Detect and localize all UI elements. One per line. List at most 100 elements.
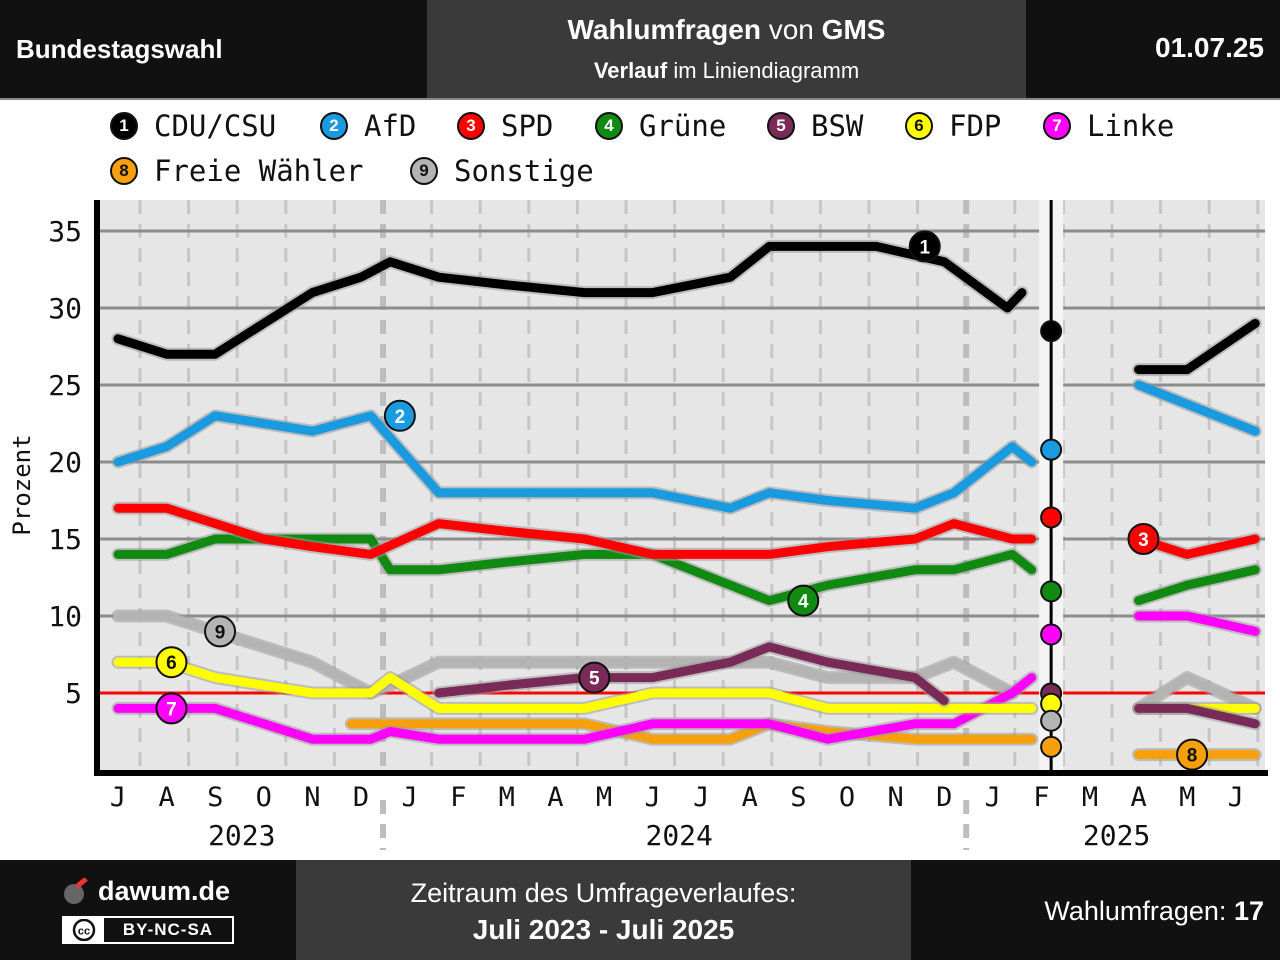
title-bold-1: Wahlumfragen [567, 14, 761, 45]
legend-item-8: 8 Freie Wähler [110, 154, 364, 188]
series-marker-label: 1 [919, 237, 930, 258]
election-result-point-4 [1040, 580, 1063, 603]
x-month-label: A [1130, 782, 1146, 813]
series-line-2 [1134, 380, 1260, 436]
dawum-logo[interactable]: dawum.de [62, 876, 230, 907]
license-badge[interactable]: cc BY-NC-SA [62, 916, 234, 944]
x-month-label: A [547, 782, 563, 813]
series-marker-label: 5 [589, 669, 600, 690]
legend-item-7: 7 Linke [1043, 109, 1174, 143]
legend-label: BSW [811, 109, 864, 143]
series-marker-label: 3 [1138, 530, 1149, 551]
x-month-label: S [207, 782, 223, 813]
series-line-7 [1134, 611, 1260, 636]
x-month-label: F [1033, 782, 1049, 813]
x-year-label: 2025 [1083, 819, 1150, 852]
x-month-label: M [1082, 782, 1098, 813]
legend-number-badge: 2 [320, 112, 348, 140]
poll-count: Wahlumfragen: 17 [1044, 896, 1264, 927]
series-marker-label: 6 [166, 653, 177, 674]
cc-icon-text: cc [78, 926, 90, 938]
cc-icon: cc [64, 918, 104, 942]
license-text: BY-NC-SA [104, 918, 232, 942]
subtitle-rest: im Liniendiagramm [673, 58, 860, 83]
election-result-point-8 [1040, 735, 1063, 758]
x-month-label: J [401, 782, 417, 813]
date-label: 01.07.25 [1155, 32, 1264, 63]
legend-number-badge: 6 [905, 112, 933, 140]
series-line-2 [113, 411, 1037, 513]
y-tick-label: 30 [48, 292, 82, 325]
legend-label: AfD [364, 109, 417, 143]
legend-item-9: 9 Sonstige [410, 154, 594, 188]
series-line-8 [346, 719, 1037, 744]
election-result-point-2 [1040, 438, 1063, 461]
legend-item-3: 3 SPD [457, 109, 553, 143]
legend-label: SPD [501, 109, 554, 143]
legend-number-badge: 8 [110, 157, 138, 185]
series-marker-label: 9 [215, 622, 226, 643]
series-line-5 [434, 642, 949, 706]
series-marker-label: 7 [166, 699, 177, 720]
x-month-label: O [839, 782, 855, 813]
y-tick-label: 10 [48, 600, 82, 633]
poll-count-value: 17 [1233, 896, 1264, 926]
series-marker-label: 2 [395, 407, 406, 428]
x-month-label: O [256, 782, 272, 813]
legend-number-badge: 1 [110, 112, 138, 140]
footer-left: dawum.de cc BY-NC-SA [0, 860, 296, 960]
series-marker-6 [155, 646, 188, 679]
x-month-label: S [790, 782, 806, 813]
logo-text: dawum.de [98, 876, 231, 906]
x-year-label: 2023 [208, 819, 275, 852]
legend-item-4: 4 Grüne [595, 109, 726, 143]
series-marker-5 [578, 661, 611, 694]
series-marker-7 [155, 692, 188, 725]
footer-right: Wahlumfragen: 17 [911, 860, 1280, 960]
series-marker-8 [1176, 738, 1209, 771]
y-tick-label: 35 [48, 215, 82, 248]
x-year-label: 2024 [645, 819, 712, 852]
election-result-point-1 [1040, 320, 1063, 343]
chart-subtitle: Verlauf im Liniendiagramm [427, 58, 1026, 84]
legend-number-badge: 4 [595, 112, 623, 140]
series-line-5 [1134, 703, 1260, 729]
title-mid: von [768, 14, 814, 45]
series-line-6 [113, 657, 1037, 713]
x-month-label: M [499, 782, 515, 813]
x-month-label: J [693, 782, 709, 813]
legend-number-badge: 9 [410, 157, 438, 185]
series-line-9 [1134, 673, 1260, 713]
legend-label: Sonstige [454, 154, 594, 188]
footer-center: Zeitraum des Umfrageverlaufes: Juli 2023… [296, 860, 911, 960]
x-month-label: D [936, 782, 952, 813]
y-tick-label: 25 [48, 369, 82, 402]
x-month-label: J [985, 782, 1001, 813]
series-line-7 [113, 673, 1037, 744]
period-value: Juli 2023 - Juli 2025 [472, 914, 735, 945]
y-tick-label: 20 [48, 446, 82, 479]
legend-number-badge: 7 [1043, 112, 1071, 140]
series-marker-label: 4 [798, 592, 809, 613]
x-month-label: M [596, 782, 612, 813]
legend-number-badge: 3 [457, 112, 485, 140]
series-line-4 [1134, 565, 1260, 606]
x-month-label: M [1179, 782, 1195, 813]
x-month-label: N [304, 782, 320, 813]
legend-label: Freie Wähler [154, 154, 364, 188]
legend-item-2: 2 AfD [320, 109, 416, 143]
series-marker-2 [383, 399, 416, 432]
x-month-label: A [742, 782, 758, 813]
election-title: Bundestagswahl [16, 34, 223, 64]
chart-title: Wahlumfragen von GMS [427, 14, 1026, 46]
x-month-label: F [450, 782, 466, 813]
x-month-label: J [110, 782, 126, 813]
legend-item-5: 5 BSW [767, 109, 863, 143]
series-line-3 [113, 503, 1037, 559]
x-month-label: J [1228, 782, 1244, 813]
election-result-point-9 [1040, 709, 1063, 732]
series-marker-1 [908, 230, 941, 263]
legend-label: CDU/CSU [154, 109, 277, 143]
legend-item-1: 1 CDU/CSU [110, 109, 276, 143]
